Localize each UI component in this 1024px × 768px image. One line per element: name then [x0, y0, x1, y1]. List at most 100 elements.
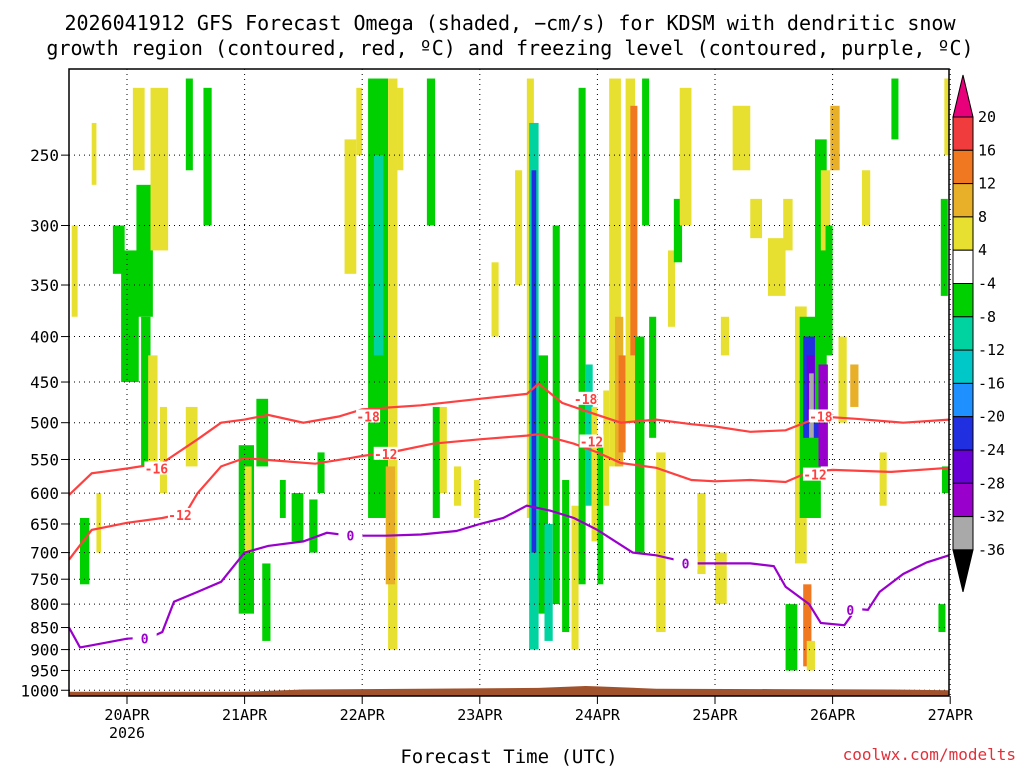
- omega-cell: [356, 87, 363, 156]
- contour-label: -18: [809, 410, 833, 425]
- colorbar-tick-label: 12: [978, 175, 996, 193]
- contour-label-bg: [673, 556, 698, 570]
- contour-label: -18: [356, 410, 380, 425]
- contour-label-bg: [808, 409, 833, 423]
- y-tick-label: 700: [30, 544, 59, 563]
- contour-label-bg: [802, 467, 827, 481]
- omega-cell: [185, 78, 193, 171]
- omega-cell: [673, 198, 683, 263]
- contour-label: -12: [374, 448, 397, 463]
- omega-cell: [91, 122, 97, 185]
- y-tick-label: 250: [30, 146, 59, 165]
- colorbar-tick-label: -12: [978, 341, 1005, 359]
- x-year-label: 2026: [109, 724, 145, 742]
- omega-cell: [538, 355, 549, 614]
- contour-label: -12: [168, 509, 191, 524]
- omega-cell: [785, 604, 798, 671]
- x-axis-label: Forecast Time (UTC): [400, 746, 617, 768]
- colorbar-segment: [952, 382, 974, 418]
- omega-cell: [439, 406, 447, 494]
- contour-label-bg: [838, 602, 863, 616]
- omega-cell: [783, 198, 793, 251]
- omega-cell: [491, 262, 499, 337]
- omega-cell: [388, 78, 398, 650]
- omega-cell: [697, 493, 706, 575]
- omega-cell: [515, 170, 523, 286]
- omega-cell: [262, 563, 271, 641]
- omega-cell: [552, 225, 560, 605]
- omega-cell: [938, 604, 946, 633]
- omega-cell: [667, 250, 676, 327]
- omega-cell: [571, 505, 579, 650]
- colorbar-segment: [952, 516, 974, 551]
- omega-cell: [132, 87, 145, 171]
- omega-cell: [373, 155, 384, 356]
- chart-title-line-1: 2026041912 GFS Forecast Omega (shaded, −…: [64, 11, 956, 35]
- colorbar-tick-label: -36: [978, 541, 1005, 559]
- contour-label: 0: [682, 557, 690, 572]
- omega-cell: [141, 316, 151, 467]
- contour-label-bg: [573, 391, 598, 405]
- y-tick-label: 600: [30, 484, 59, 503]
- y-tick-label: 800: [30, 595, 59, 614]
- omega-cell: [603, 390, 610, 506]
- omega-cell: [803, 584, 812, 667]
- contour-label: -12: [580, 436, 603, 451]
- omega-cell: [891, 78, 899, 140]
- colorbar-tick-label: -16: [978, 374, 1005, 392]
- y-tick-label: 1000: [20, 681, 59, 700]
- colorbar-arrow-bottom: [952, 549, 974, 593]
- omega-cell: [825, 225, 833, 356]
- colorbar-tick-label: -28: [978, 474, 1005, 492]
- omega-cell: [309, 499, 318, 553]
- y-tick-label: 950: [30, 661, 59, 680]
- omega-cell: [385, 466, 396, 585]
- omega-cell: [578, 87, 586, 585]
- contour-line: [68, 382, 950, 496]
- colorbar: -36 -32 -28 -24 -20 -16 -12 -8 -4 4 8 12 16 20: [952, 74, 1005, 593]
- omega-cell: [453, 466, 461, 506]
- omega-cell: [203, 87, 212, 226]
- colorbar-tick-label: -8: [978, 308, 996, 326]
- y-tick-label: 300: [30, 217, 59, 236]
- x-tick-label: 25APR: [692, 706, 738, 724]
- credit-text: coolwx.com/modelts: [843, 745, 1016, 764]
- colorbar-segment: [952, 349, 974, 384]
- contour-label-bg: [167, 507, 192, 521]
- omega-cell: [185, 406, 198, 467]
- omega-cell: [806, 640, 815, 671]
- omega-cell: [397, 87, 404, 171]
- omega-cell: [814, 139, 827, 423]
- omega-cell: [531, 170, 537, 553]
- omega-cell: [426, 78, 436, 226]
- omega-cell: [544, 523, 553, 641]
- colorbar-segment: [952, 416, 974, 451]
- omega-cell: [879, 452, 887, 506]
- ground-surface: [69, 686, 949, 696]
- colorbar-segment: [952, 449, 974, 484]
- chart-title-line-2: growth region (contoured, red, ºC) and f…: [46, 36, 973, 60]
- x-tick-label: 24APR: [575, 706, 621, 724]
- omega-cell: [809, 373, 814, 438]
- omega-cell: [649, 316, 657, 438]
- contour-label-bg: [144, 461, 169, 475]
- omega-cell: [679, 87, 692, 226]
- plot-area: -18 -18 -18 -16 -12 -12 -12 -12 0 0 0 0: [68, 68, 951, 697]
- omega-cell: [344, 139, 357, 274]
- y-tick-label: 500: [30, 414, 59, 433]
- omega-cell: [291, 493, 304, 542]
- omega-cell: [767, 238, 786, 296]
- x-tick-label: 26APR: [810, 706, 856, 724]
- omega-cell: [618, 355, 626, 453]
- y-tick-label: 450: [30, 373, 59, 392]
- omega-cell: [150, 87, 169, 251]
- omega-cell: [750, 198, 763, 239]
- contour-label: 0: [141, 633, 149, 648]
- omega-cell: [256, 398, 269, 467]
- colorbar-tick-label: -4: [978, 275, 996, 293]
- x-axis-time: 20APR 21APR 22APR 23APR 24APR 25APR 26APR 27APR: [104, 696, 974, 724]
- omega-cell: [591, 406, 598, 542]
- contour-label: 0: [846, 604, 854, 619]
- omega-cell: [159, 406, 167, 494]
- x-tick-label: 21APR: [222, 706, 268, 724]
